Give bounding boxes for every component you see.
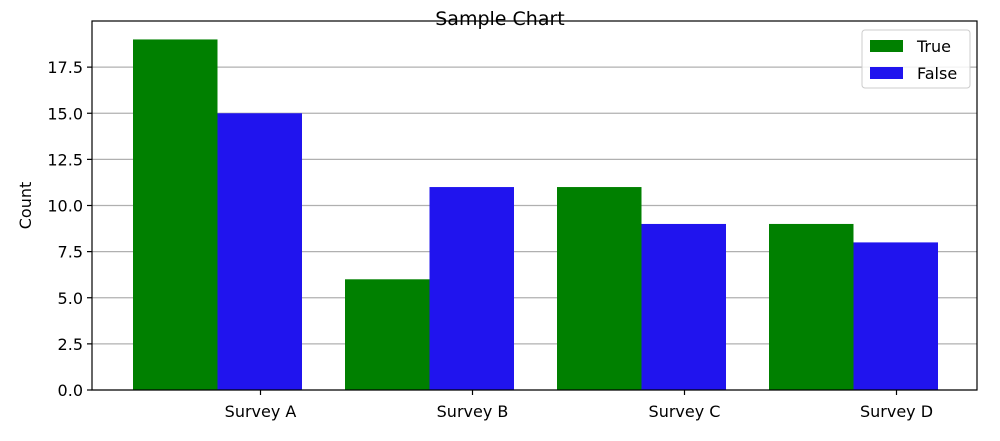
bar-true-survey-d — [769, 223, 854, 390]
y-tick-label: 2.5 — [58, 335, 83, 354]
bar-false-survey-d — [853, 242, 938, 390]
legend: True False — [861, 29, 971, 89]
bar-false-survey-c — [641, 223, 726, 390]
y-tick-label: 12.5 — [47, 150, 83, 169]
y-tick-label: 0.0 — [58, 381, 83, 400]
x-tick-label: Survey A — [225, 402, 297, 421]
bar-false-survey-a — [217, 113, 302, 390]
x-tick-label: Survey C — [649, 402, 721, 421]
legend-swatch-true — [870, 40, 903, 52]
y-tick-label: 5.0 — [58, 289, 83, 308]
y-tick-label: 7.5 — [58, 243, 83, 262]
x-tick-label: Survey B — [437, 402, 509, 421]
legend-label-false: False — [917, 64, 957, 83]
y-tick-label: 17.5 — [47, 58, 83, 77]
bars — [133, 39, 938, 390]
y-tick-label: 10.0 — [47, 197, 83, 216]
y-axis-title: Count — [16, 182, 35, 230]
axis-ticks: 0.0 2.5 5.0 7.5 10.0 12.5 15.0 17.5 Survey A Surv… — [47, 58, 933, 421]
bar-true-survey-b — [345, 279, 430, 390]
y-tick-label: 15.0 — [47, 104, 83, 123]
legend-label-true: True — [916, 37, 951, 56]
bar-true-survey-c — [557, 187, 642, 390]
legend-swatch-false — [870, 67, 903, 79]
bar-false-survey-b — [429, 187, 514, 390]
bar-true-survey-a — [133, 39, 218, 390]
chart-title: Sample Chart — [435, 8, 565, 30]
x-tick-label: Survey D — [860, 402, 933, 421]
